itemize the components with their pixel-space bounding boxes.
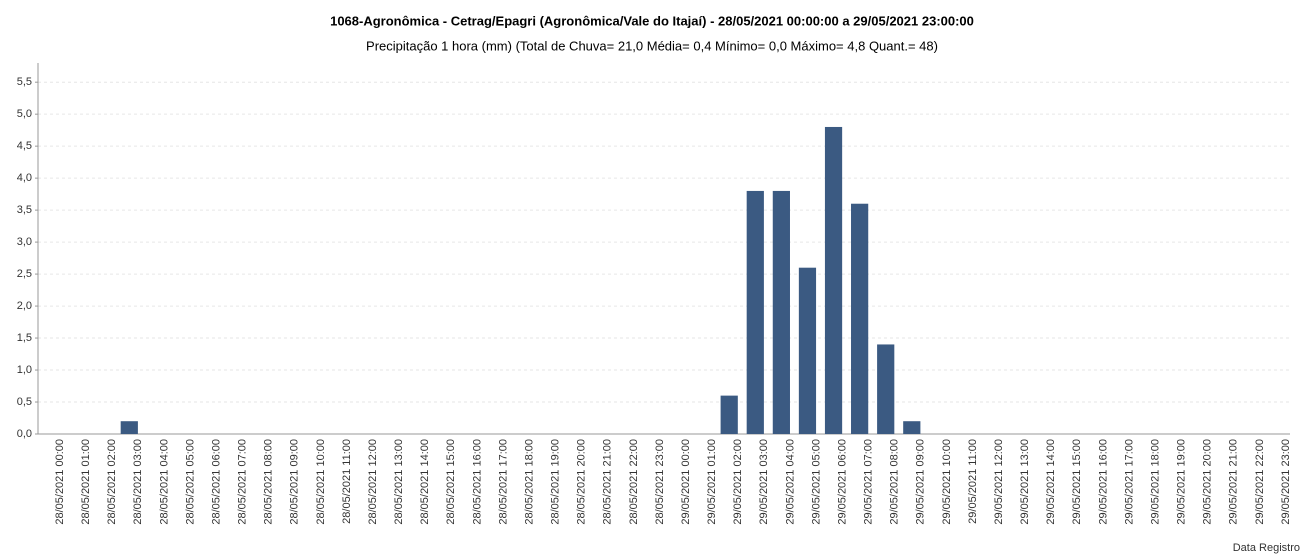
- x-tick-label: 28/05/2021 04:00: [158, 439, 170, 525]
- y-tick-label: 5,0: [17, 108, 32, 120]
- y-tick-label: 0,0: [17, 428, 32, 440]
- x-tick-label: 29/05/2021 07:00: [863, 439, 875, 525]
- bar: [851, 203, 869, 434]
- x-tick-label: 29/05/2021 22:00: [1254, 439, 1266, 525]
- x-tick-label: 28/05/2021 09:00: [289, 439, 301, 525]
- x-tick-label: 28/05/2021 17:00: [497, 439, 509, 525]
- y-tick-label: 0,5: [17, 396, 32, 408]
- y-tick-label: 2,0: [17, 300, 32, 312]
- x-tick-label: 29/05/2021 11:00: [967, 439, 979, 524]
- x-tick-label: 29/05/2021 21:00: [1228, 439, 1240, 525]
- x-tick-label: 29/05/2021 19:00: [1176, 439, 1188, 525]
- x-tick-label: 28/05/2021 05:00: [184, 439, 196, 525]
- x-tick-label: 28/05/2021 00:00: [54, 439, 66, 525]
- bar: [746, 190, 764, 434]
- y-tick-label: 3,0: [17, 236, 32, 248]
- y-tick-label: 5,5: [17, 76, 32, 88]
- x-axis-label: Data Registro: [1233, 542, 1300, 554]
- x-tick-label: 28/05/2021 22:00: [628, 439, 640, 525]
- y-tick-label: 1,0: [17, 364, 32, 376]
- bar: [824, 126, 843, 434]
- x-tick-label: 29/05/2021 06:00: [836, 439, 848, 525]
- x-tick-label: 28/05/2021 20:00: [576, 439, 588, 525]
- x-tick-label: 28/05/2021 01:00: [80, 439, 92, 525]
- y-tick-label: 4,5: [17, 140, 32, 152]
- bar: [877, 344, 895, 434]
- x-tick-label: 28/05/2021 06:00: [210, 439, 222, 525]
- x-tick-label: 29/05/2021 01:00: [706, 439, 718, 525]
- bar: [903, 421, 921, 434]
- x-tick-label: 29/05/2021 16:00: [1097, 439, 1109, 525]
- x-tick-label: 28/05/2021 13:00: [393, 439, 405, 525]
- y-tick-label: 3,5: [17, 204, 32, 216]
- x-tick-label: 29/05/2021 15:00: [1071, 439, 1083, 525]
- bar: [720, 395, 738, 434]
- x-tick-label: 28/05/2021 10:00: [315, 439, 327, 525]
- x-tick-label: 28/05/2021 08:00: [263, 439, 275, 525]
- x-tick-label: 28/05/2021 03:00: [132, 439, 144, 525]
- x-tick-label: 29/05/2021 02:00: [732, 439, 744, 525]
- x-tick-label: 28/05/2021 02:00: [106, 439, 118, 525]
- x-tick-label: 29/05/2021 04:00: [784, 439, 796, 525]
- y-tick-label: 4,0: [17, 172, 32, 184]
- x-tick-label: 28/05/2021 11:00: [341, 439, 353, 524]
- x-tick-label: 29/05/2021 17:00: [1123, 439, 1135, 525]
- x-tick-label: 29/05/2021 12:00: [993, 439, 1005, 525]
- x-tick-label: 29/05/2021 05:00: [810, 439, 822, 525]
- x-tick-label: 28/05/2021 21:00: [602, 439, 614, 525]
- x-tick-label: 28/05/2021 07:00: [237, 439, 249, 525]
- x-tick-label: 29/05/2021 08:00: [889, 439, 901, 525]
- x-tick-label: 28/05/2021 12:00: [367, 439, 379, 525]
- x-tick-label: 28/05/2021 18:00: [523, 439, 535, 525]
- x-tick-label: 29/05/2021 00:00: [680, 439, 692, 525]
- y-tick-label: 1,5: [17, 332, 32, 344]
- bar: [798, 267, 817, 434]
- x-tick-label: 29/05/2021 03:00: [758, 439, 770, 525]
- x-tick-label: 28/05/2021 15:00: [445, 439, 457, 525]
- x-tick-label: 28/05/2021 16:00: [471, 439, 483, 525]
- x-tick-label: 28/05/2021 23:00: [654, 439, 666, 525]
- x-tick-label: 29/05/2021 10:00: [941, 439, 953, 525]
- x-tick-label: 28/05/2021 19:00: [550, 439, 562, 525]
- y-tick-label: 2,5: [17, 268, 32, 280]
- x-tick-label: 29/05/2021 20:00: [1202, 439, 1214, 525]
- x-tick-label: 29/05/2021 13:00: [1019, 439, 1031, 525]
- x-tick-label: 29/05/2021 14:00: [1045, 439, 1057, 525]
- chart-title: 1068-Agronômica - Cetrag/Epagri (Agronôm…: [330, 13, 974, 28]
- x-tick-label: 28/05/2021 14:00: [419, 439, 431, 525]
- x-tick-label: 29/05/2021 18:00: [1149, 439, 1161, 525]
- bar: [772, 190, 790, 434]
- bar: [120, 421, 138, 434]
- x-tick-label: 29/05/2021 09:00: [915, 439, 927, 525]
- chart-subtitle: Precipitação 1 hora (mm) (Total de Chuva…: [366, 38, 938, 53]
- x-tick-label: 29/05/2021 23:00: [1280, 439, 1292, 525]
